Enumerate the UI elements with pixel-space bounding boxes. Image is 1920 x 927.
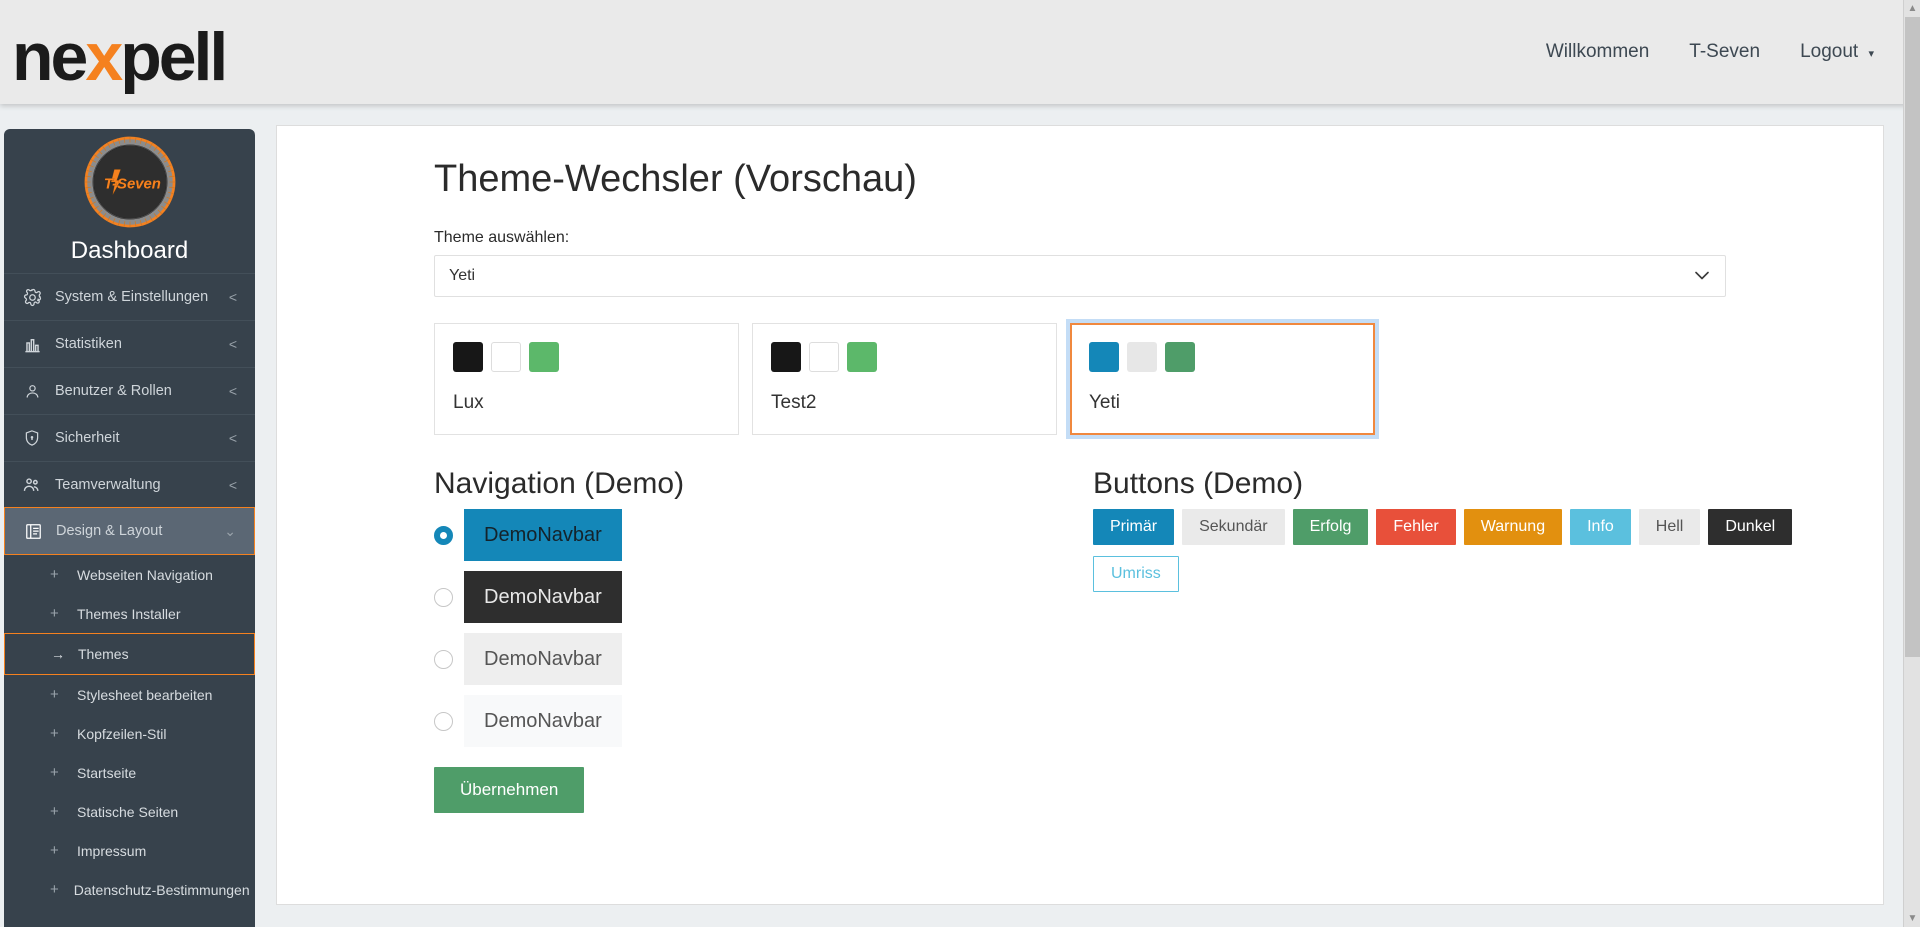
- svg-text:T-Seven: T-Seven: [103, 176, 160, 192]
